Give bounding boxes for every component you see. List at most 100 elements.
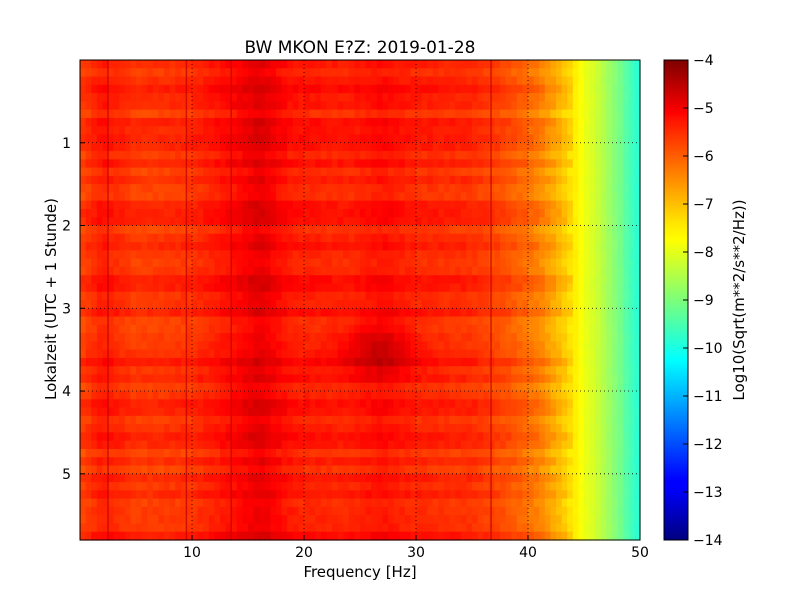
heatmap-cell bbox=[544, 142, 551, 152]
heatmap-cell bbox=[292, 109, 299, 119]
heatmap-cell bbox=[152, 448, 159, 458]
heatmap-cell bbox=[477, 341, 484, 351]
heatmap-cell bbox=[606, 341, 613, 351]
heatmap-cell bbox=[197, 283, 204, 293]
heatmap-cell bbox=[309, 333, 316, 342]
heatmap-cell bbox=[186, 349, 193, 359]
heatmap-cell bbox=[578, 448, 585, 458]
heatmap-cell bbox=[113, 76, 120, 86]
heatmap-cell bbox=[472, 76, 479, 86]
heatmap-cell bbox=[192, 258, 199, 268]
heatmap-cell bbox=[281, 159, 288, 169]
heatmap-cell bbox=[393, 242, 400, 251]
heatmap-cell bbox=[152, 324, 159, 334]
heatmap-cell bbox=[589, 357, 596, 367]
heatmap-cell bbox=[388, 217, 395, 227]
heatmap-cell bbox=[102, 432, 109, 442]
heatmap-cell bbox=[522, 151, 529, 160]
heatmap-cell bbox=[220, 184, 227, 194]
heatmap-cell bbox=[236, 250, 243, 260]
heatmap-cell bbox=[197, 217, 204, 227]
heatmap-cell bbox=[192, 457, 199, 467]
heatmap-cell bbox=[197, 275, 204, 285]
heatmap-cell bbox=[572, 374, 579, 384]
heatmap-cell bbox=[236, 117, 243, 127]
heatmap-cell bbox=[175, 382, 182, 392]
heatmap-cell bbox=[556, 407, 563, 417]
heatmap-cell bbox=[388, 84, 395, 94]
heatmap-cell bbox=[337, 101, 344, 111]
heatmap-cell bbox=[130, 192, 137, 202]
heatmap-cell bbox=[388, 250, 395, 260]
heatmap-cell bbox=[208, 208, 215, 218]
heatmap-cell bbox=[236, 457, 243, 467]
heatmap-cell bbox=[399, 93, 406, 102]
heatmap-cell bbox=[152, 76, 159, 86]
heatmap-cell bbox=[371, 208, 378, 218]
heatmap-cell bbox=[259, 407, 266, 417]
heatmap-cell bbox=[472, 175, 479, 185]
heatmap-cell bbox=[119, 109, 126, 119]
heatmap-cell bbox=[544, 349, 551, 359]
heatmap-cell bbox=[432, 93, 439, 102]
heatmap-cell bbox=[421, 225, 428, 235]
heatmap-cell bbox=[80, 333, 87, 342]
heatmap-cell bbox=[550, 167, 557, 177]
heatmap-cell bbox=[376, 465, 383, 475]
heatmap-cell bbox=[561, 93, 568, 102]
heatmap-cell bbox=[617, 448, 624, 458]
heatmap-cell bbox=[612, 324, 619, 334]
heatmap-cell bbox=[287, 283, 294, 293]
heatmap-cell bbox=[248, 266, 255, 276]
heatmap-cell bbox=[113, 341, 120, 351]
heatmap-cell bbox=[348, 465, 355, 475]
heatmap-cell bbox=[388, 333, 395, 342]
heatmap-cell bbox=[276, 366, 283, 376]
heatmap-cell bbox=[600, 357, 607, 367]
heatmap-cell bbox=[80, 217, 87, 227]
heatmap-cell bbox=[304, 200, 311, 210]
heatmap-cell bbox=[460, 374, 467, 384]
heatmap-cell bbox=[455, 440, 462, 450]
heatmap-cell bbox=[623, 151, 630, 160]
heatmap-cell bbox=[169, 424, 176, 434]
heatmap-cell bbox=[634, 242, 641, 251]
heatmap-cell bbox=[91, 316, 98, 326]
heatmap-cell bbox=[270, 448, 277, 458]
heatmap-cell bbox=[393, 357, 400, 367]
heatmap-cell bbox=[248, 415, 255, 425]
heatmap-cell bbox=[320, 407, 327, 417]
heatmap-cell bbox=[511, 68, 518, 78]
heatmap-cell bbox=[309, 324, 316, 334]
heatmap-cell bbox=[242, 84, 249, 94]
heatmap-cell bbox=[169, 316, 176, 326]
heatmap-cell bbox=[147, 175, 154, 185]
heatmap-cell bbox=[444, 465, 451, 475]
heatmap-cell bbox=[175, 200, 182, 210]
heatmap-cell bbox=[253, 134, 260, 144]
heatmap-cell bbox=[628, 258, 635, 268]
heatmap-cell bbox=[404, 250, 411, 260]
heatmap-cell bbox=[147, 225, 154, 235]
heatmap-cell bbox=[337, 217, 344, 227]
heatmap-cell bbox=[500, 250, 507, 260]
heatmap-cell bbox=[186, 366, 193, 376]
heatmap-cell bbox=[360, 432, 367, 442]
heatmap-cell bbox=[505, 225, 512, 235]
heatmap-cell bbox=[371, 382, 378, 392]
heatmap-cell bbox=[158, 167, 165, 177]
heatmap-cell bbox=[612, 175, 619, 185]
heatmap-cell bbox=[354, 448, 361, 458]
heatmap-cell bbox=[556, 333, 563, 342]
heatmap-cell bbox=[96, 407, 103, 417]
heatmap-cell bbox=[556, 233, 563, 243]
heatmap-cell bbox=[595, 76, 602, 86]
heatmap-cell bbox=[522, 341, 529, 351]
heatmap-cell bbox=[225, 316, 232, 326]
heatmap-cell bbox=[180, 291, 187, 301]
heatmap-cell bbox=[449, 225, 456, 235]
heatmap-cell bbox=[539, 266, 546, 276]
heatmap-cell bbox=[186, 333, 193, 342]
heatmap-cell bbox=[348, 233, 355, 243]
heatmap-cell bbox=[130, 184, 137, 194]
